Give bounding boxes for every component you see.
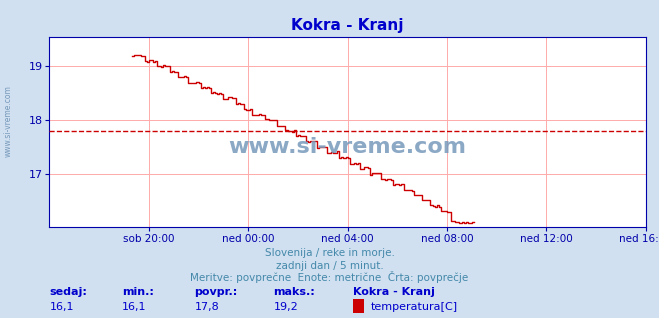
Text: min.:: min.: (122, 287, 154, 297)
Text: www.si-vreme.com: www.si-vreme.com (229, 137, 467, 157)
Text: Meritve: povprečne  Enote: metrične  Črta: povprečje: Meritve: povprečne Enote: metrične Črta:… (190, 272, 469, 283)
Title: Kokra - Kranj: Kokra - Kranj (291, 17, 404, 33)
Text: povpr.:: povpr.: (194, 287, 238, 297)
Text: 16,1: 16,1 (122, 302, 146, 312)
Text: sedaj:: sedaj: (49, 287, 87, 297)
Text: temperatura[C]: temperatura[C] (370, 302, 457, 312)
Text: Slovenija / reke in morje.: Slovenija / reke in morje. (264, 248, 395, 258)
Text: 16,1: 16,1 (49, 302, 74, 312)
Text: www.si-vreme.com: www.si-vreme.com (4, 85, 13, 157)
Text: zadnji dan / 5 minut.: zadnji dan / 5 minut. (275, 261, 384, 271)
Text: 17,8: 17,8 (194, 302, 219, 312)
Text: Kokra - Kranj: Kokra - Kranj (353, 287, 434, 297)
Text: 19,2: 19,2 (273, 302, 299, 312)
Text: maks.:: maks.: (273, 287, 315, 297)
